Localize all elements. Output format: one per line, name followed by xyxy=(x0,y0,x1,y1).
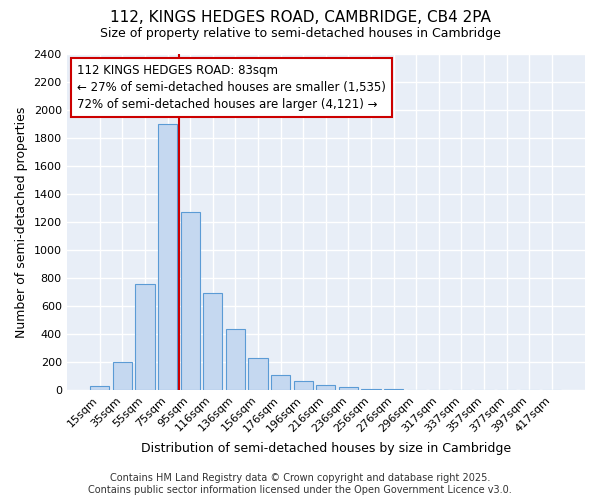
Bar xyxy=(226,329,245,390)
Text: Contains HM Land Registry data © Crown copyright and database right 2025.
Contai: Contains HM Land Registry data © Crown c… xyxy=(88,474,512,495)
Bar xyxy=(158,124,177,390)
Bar xyxy=(361,389,380,390)
Bar xyxy=(113,362,132,390)
Bar xyxy=(136,284,155,390)
X-axis label: Distribution of semi-detached houses by size in Cambridge: Distribution of semi-detached houses by … xyxy=(141,442,511,455)
Text: 112, KINGS HEDGES ROAD, CAMBRIDGE, CB4 2PA: 112, KINGS HEDGES ROAD, CAMBRIDGE, CB4 2… xyxy=(110,10,490,25)
Y-axis label: Number of semi-detached properties: Number of semi-detached properties xyxy=(15,106,28,338)
Bar xyxy=(203,294,223,390)
Bar xyxy=(316,385,335,390)
Text: Size of property relative to semi-detached houses in Cambridge: Size of property relative to semi-detach… xyxy=(100,28,500,40)
Bar xyxy=(90,386,109,390)
Bar xyxy=(248,358,268,390)
Bar xyxy=(339,387,358,390)
Text: 112 KINGS HEDGES ROAD: 83sqm
← 27% of semi-detached houses are smaller (1,535)
7: 112 KINGS HEDGES ROAD: 83sqm ← 27% of se… xyxy=(77,64,386,111)
Bar xyxy=(271,374,290,390)
Bar xyxy=(181,212,200,390)
Bar xyxy=(293,381,313,390)
